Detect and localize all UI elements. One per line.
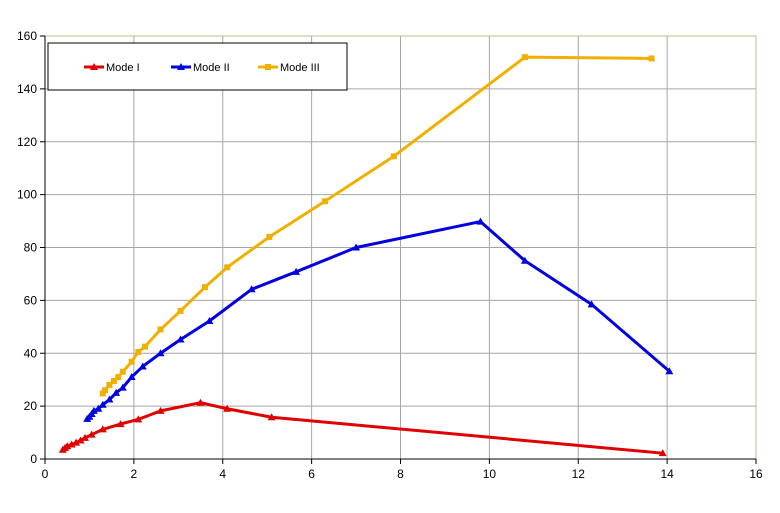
data-point-mode-iii — [390, 153, 397, 160]
data-point-mode-i — [134, 415, 143, 423]
data-point-mode-i — [80, 433, 89, 441]
x-tick-label: 10 — [483, 467, 497, 481]
data-point-mode-iii — [321, 198, 328, 205]
data-point-mode-i — [156, 406, 165, 414]
data-point-mode-i — [87, 430, 96, 438]
data-point-mode-iii — [110, 378, 117, 385]
data-point-mode-i — [63, 442, 72, 450]
data-point-mode-iii — [648, 55, 655, 62]
series-mode-ii — [83, 217, 674, 422]
x-tick-label: 0 — [42, 467, 49, 481]
series-mode-iii — [99, 54, 655, 397]
y-tick-label: 60 — [24, 293, 38, 307]
x-tick-label: 14 — [660, 467, 674, 481]
y-tick-label: 0 — [30, 452, 37, 466]
data-point-mode-ii — [587, 300, 596, 308]
data-point-mode-iii — [157, 326, 164, 333]
data-point-mode-iii — [106, 381, 113, 388]
data-point-mode-iii — [266, 233, 273, 240]
data-point-mode-i — [223, 404, 232, 412]
data-point-mode-iii — [128, 358, 135, 365]
y-tick-label: 160 — [17, 29, 37, 43]
legend-item-mode-iii: Mode III — [258, 62, 320, 74]
x-tick-label: 12 — [572, 467, 586, 481]
legend-label-mode-ii: Mode II — [193, 62, 230, 74]
data-point-mode-i — [76, 436, 85, 444]
series-layer — [58, 54, 674, 457]
data-point-mode-ii — [89, 406, 98, 414]
data-point-mode-ii — [138, 362, 147, 370]
legend-item-mode-ii: Mode II — [171, 62, 230, 74]
x-tick-label: 2 — [131, 467, 138, 481]
data-point-mode-i — [72, 438, 81, 446]
data-point-mode-i — [67, 440, 76, 448]
data-point-mode-ii — [292, 267, 301, 275]
legend-label-mode-iii: Mode III — [280, 62, 320, 74]
data-point-mode-iii — [141, 343, 148, 350]
data-point-mode-ii — [94, 404, 103, 412]
data-point-mode-ii — [127, 373, 136, 381]
y-tick-label: 100 — [17, 188, 37, 202]
legend-marker-mode-i — [90, 63, 98, 70]
data-point-mode-iii — [115, 374, 122, 381]
data-point-mode-i — [196, 398, 205, 406]
y-tick-label: 40 — [24, 346, 38, 360]
series-mode-i — [58, 398, 667, 457]
data-point-mode-iii — [177, 307, 184, 314]
x-tick-label: 8 — [397, 467, 404, 481]
legend-items: Mode I Mode II Mode III — [84, 62, 320, 74]
data-point-mode-iii — [99, 390, 106, 397]
data-point-mode-ii — [205, 316, 214, 324]
y-tick-label: 120 — [17, 135, 37, 149]
data-point-mode-ii — [98, 400, 107, 408]
data-point-mode-iii — [224, 264, 231, 271]
legend-item-mode-i: Mode I — [84, 62, 140, 74]
x-tick-label: 6 — [308, 467, 315, 481]
data-point-mode-i — [116, 420, 125, 428]
data-point-mode-ii — [118, 383, 127, 391]
data-point-mode-ii — [156, 349, 165, 357]
legend: Mode I Mode II Mode III — [47, 42, 348, 91]
data-point-mode-i — [658, 449, 667, 457]
data-point-mode-iii — [135, 348, 142, 355]
legend-marker-mode-ii — [177, 63, 185, 70]
y-tick-label: 80 — [24, 241, 38, 255]
legend-label-mode-i: Mode I — [106, 62, 140, 74]
data-point-mode-iii — [201, 284, 208, 291]
data-point-mode-ii — [176, 335, 185, 343]
y-tick-label: 20 — [24, 399, 38, 413]
data-point-mode-i — [267, 413, 276, 421]
data-point-mode-i — [98, 425, 107, 433]
y-tick-label: 140 — [17, 82, 37, 96]
data-point-mode-ii — [247, 285, 256, 293]
legend-marker-mode-iii — [265, 64, 271, 70]
data-point-mode-ii — [112, 388, 121, 396]
data-point-mode-ii — [520, 256, 529, 264]
x-tick-label: 4 — [219, 467, 226, 481]
data-point-mode-iii — [521, 54, 528, 61]
data-point-mode-iii — [101, 387, 108, 394]
data-point-mode-ii — [665, 367, 674, 375]
data-point-mode-iii — [119, 368, 126, 375]
data-point-mode-ii — [352, 243, 361, 251]
data-point-mode-ii — [476, 217, 485, 225]
data-point-mode-ii — [105, 395, 114, 403]
x-tick-label: 16 — [749, 467, 763, 481]
